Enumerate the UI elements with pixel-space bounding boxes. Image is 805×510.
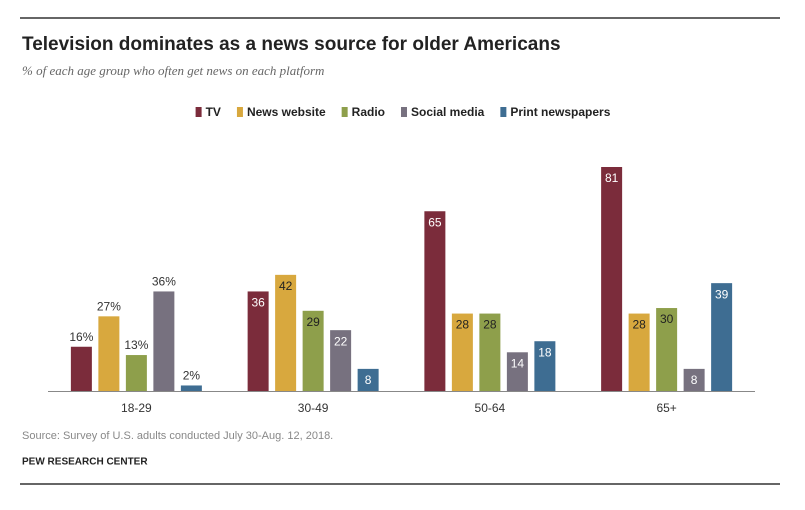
legend-label: News website: [247, 105, 326, 119]
bar: [98, 316, 120, 391]
bar: [711, 283, 733, 391]
value-label: 42: [279, 279, 293, 293]
bar: [275, 274, 297, 391]
chart-subtitle: % of each age group who often get news o…: [22, 63, 324, 78]
value-label: 2%: [183, 369, 201, 383]
value-label: 8: [365, 373, 372, 387]
legend-label: Print newspapers: [510, 105, 610, 119]
value-label: 28: [456, 318, 470, 332]
bar: [180, 385, 202, 391]
bar: [451, 313, 473, 391]
legend-swatch: [400, 107, 407, 117]
legend-swatch: [195, 107, 202, 117]
value-label: 30: [660, 312, 674, 326]
x-tick-label: 65+: [656, 401, 676, 415]
value-label: 14: [511, 356, 525, 370]
value-label: 28: [483, 318, 497, 332]
value-label: 65: [428, 215, 442, 229]
x-tick-label: 50-64: [475, 401, 506, 415]
x-tick-label: 18-29: [121, 401, 152, 415]
legend-swatch: [341, 107, 348, 117]
bar: [153, 291, 175, 391]
value-label: 39: [715, 287, 729, 301]
value-label: 13%: [124, 338, 148, 352]
value-label: 8: [691, 373, 698, 387]
value-label: 81: [605, 171, 619, 185]
x-tick-label: 30-49: [298, 401, 329, 415]
value-label: 27%: [97, 300, 121, 314]
value-label: 28: [632, 318, 646, 332]
bar: [330, 330, 352, 391]
value-label: 36: [251, 296, 265, 310]
bar: [70, 346, 92, 391]
value-label: 16%: [69, 330, 93, 344]
legend-label: TV: [206, 105, 221, 119]
legend-swatch: [236, 107, 243, 117]
source: Source: Survey of U.S. adults conducted …: [22, 430, 333, 442]
bar: [534, 341, 556, 391]
legend-label: Radio: [352, 105, 385, 119]
bar: [424, 211, 446, 391]
bar: [125, 355, 147, 391]
bar: [628, 313, 650, 391]
chart-title: Television dominates as a news source fo…: [22, 34, 561, 55]
bar: [601, 167, 623, 391]
bar: [656, 308, 678, 391]
bar: [683, 368, 705, 391]
value-label: 36%: [152, 275, 176, 289]
value-label: 22: [334, 334, 348, 348]
bar: [247, 291, 269, 391]
bar: [357, 368, 379, 391]
value-label: 18: [538, 345, 552, 359]
bar: [302, 310, 324, 391]
legend-swatch: [500, 107, 507, 117]
bar: [479, 313, 501, 391]
bar: [506, 352, 528, 391]
value-label: 29: [306, 315, 320, 329]
legend: TV News website Radio Social media Print new…: [195, 105, 611, 119]
credit: PEW RESEARCH CENTER: [22, 457, 148, 468]
legend-label: Social media: [411, 105, 485, 119]
